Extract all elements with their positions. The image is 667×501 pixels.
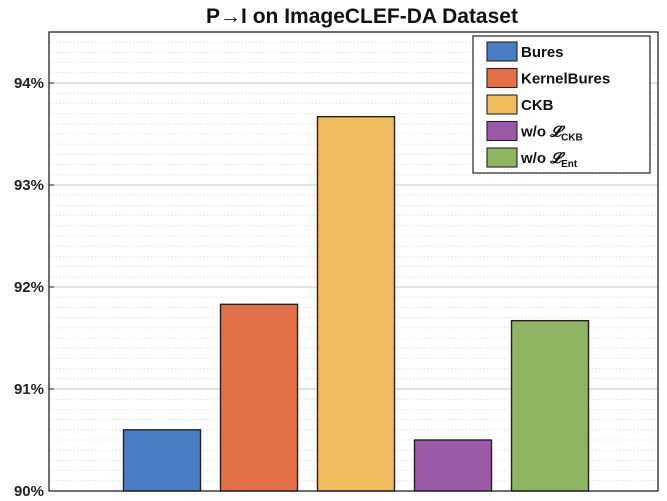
legend-swatch [486,94,518,115]
legend-swatch [486,41,518,62]
plot-frame [48,31,659,492]
y-tick-label: 93% [14,177,44,194]
legend-label: Bures [521,44,564,61]
legend-swatch [486,67,518,89]
bar-1 [122,429,202,492]
legend-swatch [486,120,518,142]
y-axis-ticks: 90% 91% 92% 93% 94% [14,75,54,500]
bar-4 [413,439,493,492]
chart-title: P→I on ImageCLEF-DA Dataset [206,5,518,28]
legend-label: CKB [521,97,554,114]
bars [122,115,590,492]
bar-3 [316,115,396,492]
y-tick-label: 94% [14,75,44,92]
bar-5 [510,319,590,492]
legend-swatch [486,147,518,168]
y-tick-label: 91% [14,381,44,398]
legend-label: KernelBures [521,71,610,88]
y-tick-label: 90% [14,483,44,500]
y-tick-label: 92% [14,279,44,296]
bar-2 [219,303,299,492]
